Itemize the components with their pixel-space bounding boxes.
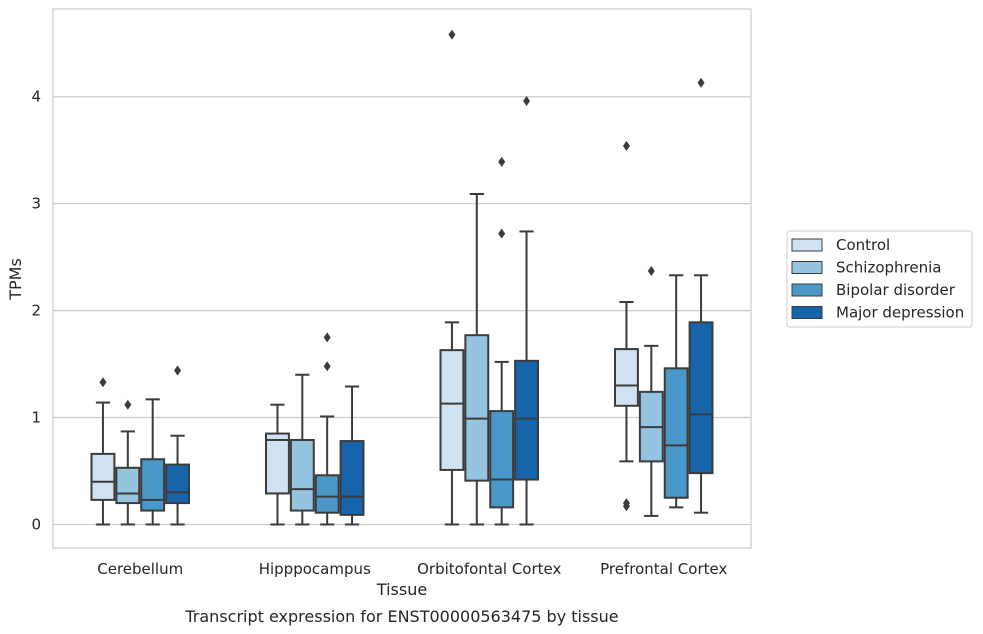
plot-frame (52, 8, 752, 549)
x-axis-label: Tissue (376, 580, 427, 599)
y-tick-label: 0 (31, 515, 41, 533)
outlier-point (99, 377, 107, 388)
box-body (514, 359, 539, 481)
y-axis-label: TPMs (6, 258, 25, 301)
legend-label: Schizophrenia (836, 259, 941, 277)
box-schizophrenia-0 (115, 399, 141, 526)
outlier-point (323, 361, 331, 372)
box-body (489, 410, 515, 509)
y-tick-label: 2 (31, 302, 41, 320)
x-tick-labels: Cerebellum Hipppocampus Orbitofontal Corte… (97, 560, 727, 578)
outlier-point (622, 498, 630, 509)
box-body (115, 466, 141, 505)
legend-swatch (791, 283, 823, 297)
box-body (265, 432, 290, 495)
box-body (314, 474, 340, 514)
box-groups (90, 29, 714, 526)
x-tick-label: Orbitofontal Cortex (417, 560, 561, 578)
box-body (688, 321, 714, 475)
legend-swatch (791, 306, 823, 319)
box-major-depression-3 (688, 77, 714, 514)
x-tick-label: Hipppocampus (259, 560, 371, 578)
x-tick-label: Prefrontal Cortex (600, 560, 727, 578)
box-body (663, 367, 689, 499)
box-bipolar-disorder-3 (663, 274, 689, 509)
legend-swatch (791, 261, 823, 274)
y-tick-label: 4 (31, 88, 41, 106)
box-control-1 (265, 403, 290, 526)
box-body (614, 348, 639, 407)
chart-caption: Transcript expression for ENST0000056347… (184, 607, 618, 626)
legend-label: Bipolar disorder (836, 281, 956, 299)
outlier-point (622, 140, 630, 151)
outlier-point (174, 365, 182, 376)
box-schizophrenia-2 (464, 193, 490, 526)
legend-label: Control (836, 236, 890, 254)
box-control-3 (614, 140, 639, 512)
legend-swatch (791, 238, 823, 252)
box-body (140, 458, 166, 512)
box-control-0 (90, 377, 116, 526)
box-body (464, 334, 490, 482)
y-tick-label: 3 (31, 195, 41, 213)
box-major-depression-0 (165, 365, 190, 526)
y-tick-label: 1 (31, 409, 41, 427)
box-body (439, 349, 465, 471)
outlier-point (498, 156, 506, 167)
box-schizophrenia-3 (638, 266, 664, 517)
box-body (90, 452, 116, 501)
box-body (339, 440, 365, 516)
outlier-point (498, 228, 506, 239)
box-body (289, 438, 315, 512)
legend-label: Major depression (836, 304, 964, 322)
box-body (165, 463, 190, 505)
x-tick-label: Cerebellum (97, 560, 183, 578)
box-bipolar-disorder-1 (314, 332, 340, 526)
box-schizophrenia-1 (289, 373, 315, 526)
plot-background (53, 9, 751, 548)
y-tick-labels: 0 1 2 3 4 (31, 88, 41, 534)
outlier-point (323, 332, 331, 343)
legend-frame (786, 230, 973, 328)
box-bipolar-disorder-2 (489, 156, 515, 526)
outlier-point (124, 399, 132, 410)
outlier-point (448, 29, 456, 40)
outlier-point (647, 266, 655, 277)
legend: Control Schizophrenia Bipolar disorder Majo… (786, 230, 973, 328)
outlier-point (697, 77, 705, 88)
box-control-2 (439, 29, 465, 526)
box-major-depression-2 (514, 95, 539, 526)
grid-lines (53, 96, 751, 526)
box-major-depression-1 (339, 385, 365, 526)
box-bipolar-disorder-0 (140, 398, 166, 526)
outlier-point (523, 95, 531, 106)
